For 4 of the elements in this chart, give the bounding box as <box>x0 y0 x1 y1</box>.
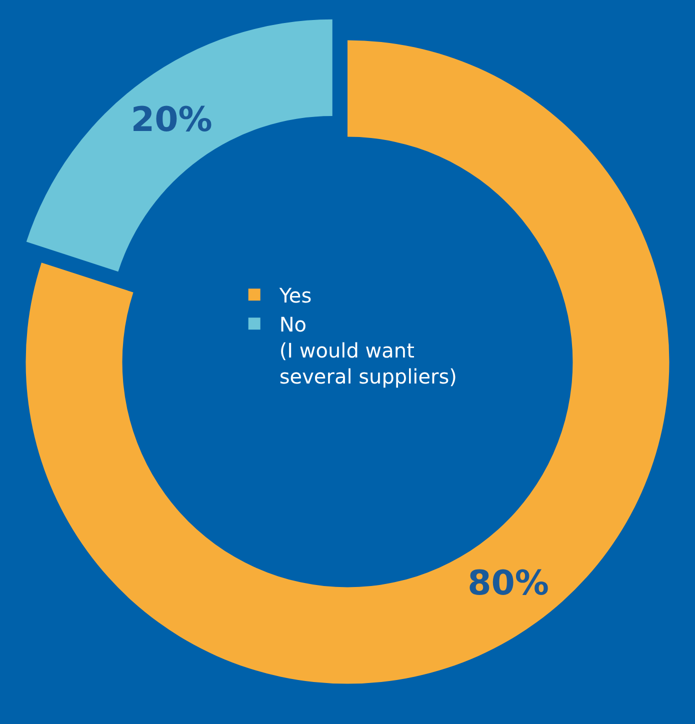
data-label: 20% <box>130 100 212 140</box>
legend-label: No (I would want several suppliers) <box>279 312 457 388</box>
legend-label: Yes <box>278 283 312 308</box>
data-label: 80% <box>468 563 549 604</box>
